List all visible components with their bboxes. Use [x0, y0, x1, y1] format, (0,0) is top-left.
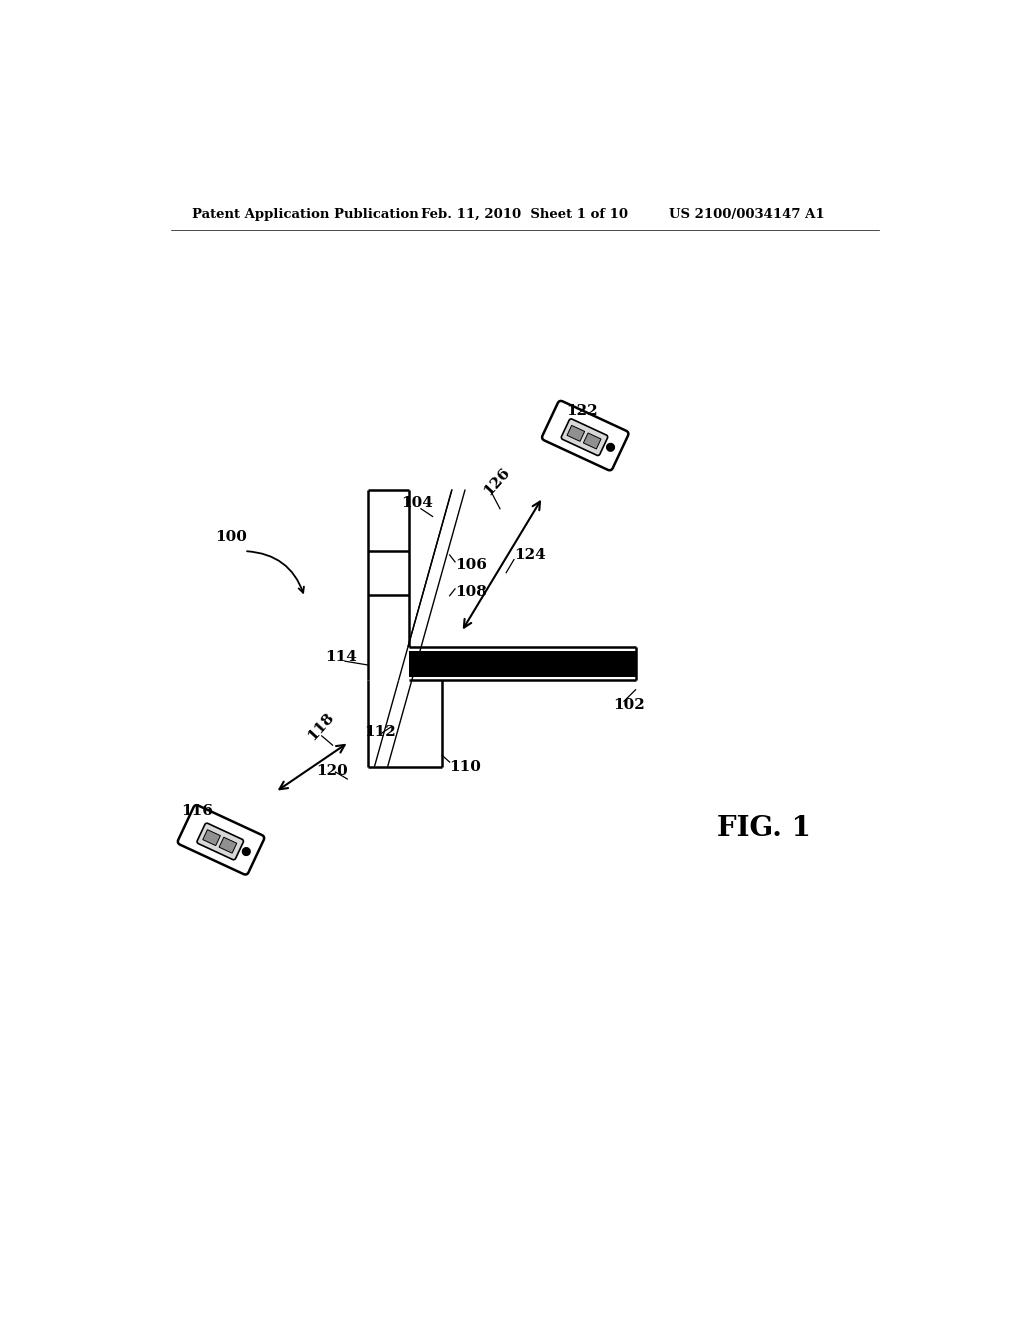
Text: 104: 104: [400, 496, 433, 511]
Bar: [409, 651, 636, 677]
Text: 126: 126: [481, 466, 513, 498]
FancyBboxPatch shape: [197, 824, 244, 859]
Text: 116: 116: [180, 804, 213, 818]
Text: 112: 112: [365, 725, 396, 739]
Text: 102: 102: [613, 698, 645, 711]
FancyBboxPatch shape: [178, 805, 264, 875]
Text: Feb. 11, 2010  Sheet 1 of 10: Feb. 11, 2010 Sheet 1 of 10: [421, 209, 628, 222]
Text: 108: 108: [455, 585, 487, 599]
Circle shape: [243, 847, 250, 855]
Bar: [203, 830, 220, 846]
Text: 114: 114: [326, 651, 357, 664]
Text: 110: 110: [450, 760, 481, 774]
Text: 100: 100: [216, 531, 248, 544]
Circle shape: [606, 444, 614, 451]
Text: US 2100/0034147 A1: US 2100/0034147 A1: [669, 209, 824, 222]
Text: 122: 122: [566, 404, 598, 418]
FancyBboxPatch shape: [542, 401, 629, 470]
Text: 106: 106: [455, 558, 487, 572]
Text: 124: 124: [514, 548, 546, 562]
Text: FIG. 1: FIG. 1: [717, 814, 811, 842]
Bar: [584, 433, 601, 449]
Bar: [567, 425, 585, 441]
Text: 118: 118: [305, 710, 337, 743]
Text: 120: 120: [316, 763, 348, 777]
FancyBboxPatch shape: [561, 418, 608, 455]
Text: Patent Application Publication: Patent Application Publication: [191, 209, 418, 222]
Bar: [219, 837, 237, 853]
